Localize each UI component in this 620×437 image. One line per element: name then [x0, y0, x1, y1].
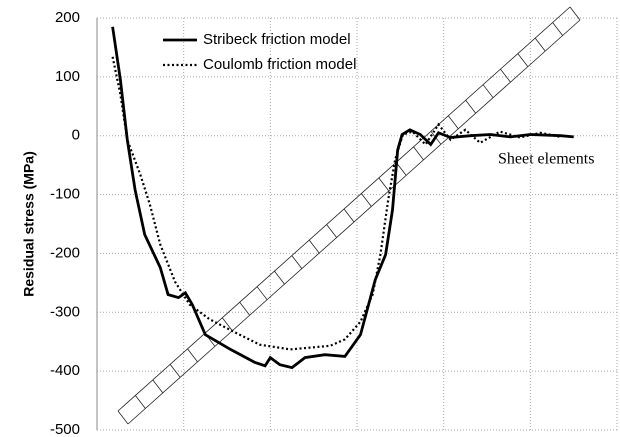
- y-tick-label: -100: [50, 186, 80, 203]
- y-tick-label: -500: [50, 421, 80, 437]
- series-line: [111, 56, 561, 351]
- y-tick-label: -300: [50, 303, 80, 320]
- mesh-line: [152, 379, 164, 394]
- mesh-line: [500, 68, 511, 83]
- mesh-line: [308, 239, 320, 254]
- mesh-line: [221, 317, 233, 332]
- mesh-line: [117, 410, 129, 425]
- sheet-mesh: [117, 6, 581, 425]
- y-tick-label: 0: [72, 127, 80, 144]
- mesh-line: [569, 6, 581, 21]
- mesh-line: [239, 301, 251, 316]
- mesh-line: [187, 348, 198, 363]
- legend-label: Stribeck friction model: [203, 31, 351, 48]
- mesh-line: [465, 99, 477, 114]
- y-tick-label: 200: [55, 9, 80, 26]
- annotation: Sheet elements: [498, 151, 594, 168]
- y-tick-label: -200: [50, 244, 80, 261]
- mesh-line: [326, 224, 337, 238]
- y-axis-label: Residual stress (MPa): [21, 151, 37, 297]
- mesh-line: [169, 364, 181, 378]
- mesh-line: [413, 146, 424, 161]
- mesh-line: [343, 208, 355, 223]
- legend-label: Coulomb friction model: [203, 56, 356, 73]
- mesh-line: [135, 395, 146, 409]
- mesh-line: [361, 193, 372, 207]
- mesh-line: [274, 270, 285, 285]
- y-tick-label: 100: [55, 68, 80, 85]
- mesh-line: [378, 177, 390, 192]
- mesh-line: [534, 37, 546, 52]
- mesh-line: [482, 84, 494, 98]
- series-line: [111, 26, 574, 370]
- mesh-line: [256, 286, 268, 300]
- mesh-line: [291, 255, 303, 269]
- y-tick-label: -400: [50, 362, 80, 379]
- mesh-line: [552, 22, 563, 36]
- mesh-line: [447, 115, 459, 130]
- mesh-line: [517, 53, 529, 67]
